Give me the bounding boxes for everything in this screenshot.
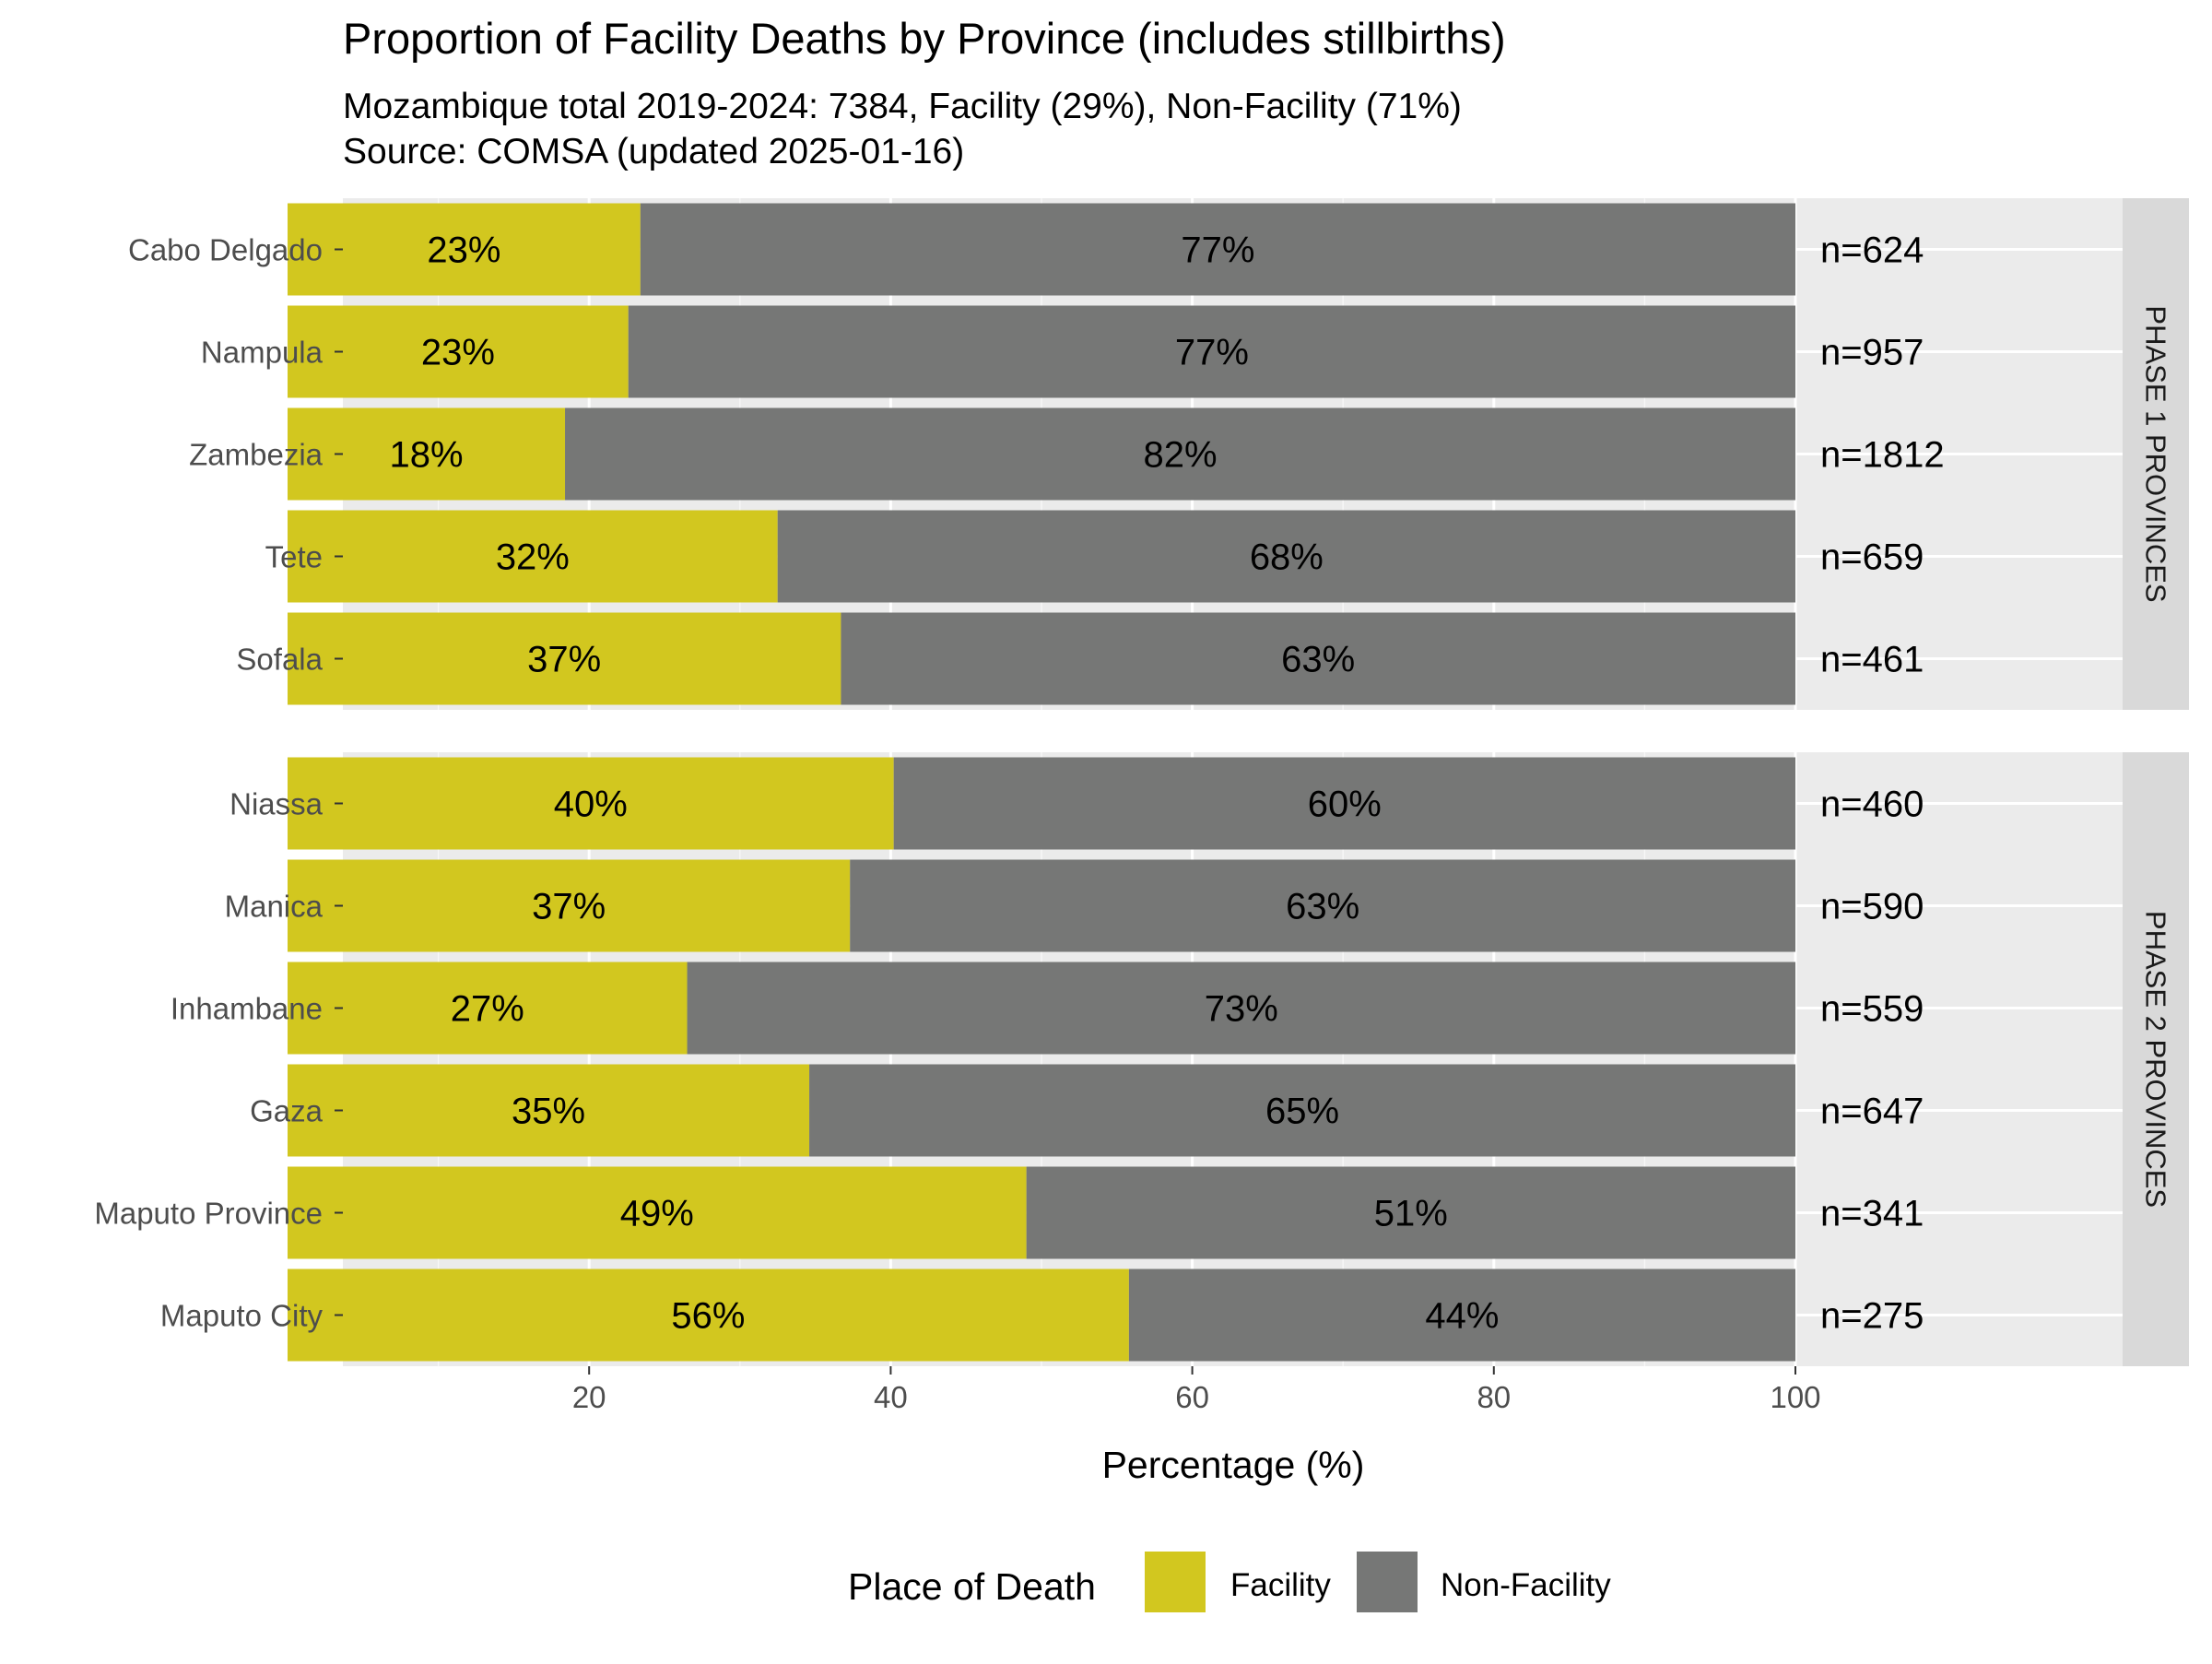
legend-swatch-non-facility: [1357, 1552, 1418, 1612]
data-label-facility: 56%: [671, 1296, 745, 1337]
bar-facility: [288, 1166, 1027, 1259]
sample-size-label: n=461: [1820, 640, 1924, 680]
facet-panel: 23% 77% n=624 Cabo Delgado 23% 77% n=957 Nampul…: [128, 198, 2189, 710]
data-label-facility: 37%: [527, 640, 601, 680]
data-label-non-facility: 60%: [1308, 785, 1382, 825]
sample-size-label: n=624: [1820, 230, 1924, 271]
bar-non-facility: [1026, 1166, 1795, 1259]
legend-label-non-facility: Non-Facility: [1441, 1567, 1611, 1603]
data-label-non-facility: 77%: [1175, 333, 1249, 373]
sample-size-label: n=460: [1820, 785, 1924, 825]
y-tick-label: Inhambane: [171, 992, 323, 1026]
y-tick-label: Maputo Province: [94, 1197, 323, 1231]
bar-non-facility: [628, 305, 1795, 398]
facet-strip: [2123, 198, 2189, 710]
y-tick-label: Manica: [225, 890, 324, 924]
bar-facility: [288, 1064, 810, 1157]
data-label-facility: 32%: [496, 537, 570, 578]
x-tick-label: 100: [1770, 1380, 1820, 1414]
y-tick-label: Tete: [265, 540, 323, 574]
bar-non-facility: [1128, 1269, 1795, 1362]
facet-panel: 40% 60% n=460 Niassa 37% 63% n=590 Manica 27% 73%…: [94, 752, 2189, 1366]
x-tick-label: 60: [1175, 1380, 1209, 1414]
legend-title: Place of Death: [848, 1565, 1096, 1608]
data-label-facility: 23%: [421, 333, 495, 373]
sample-size-label: n=659: [1820, 537, 1924, 578]
sample-size-label: n=559: [1820, 989, 1924, 1030]
bar-non-facility: [565, 407, 1796, 501]
data-label-non-facility: 63%: [1281, 640, 1355, 680]
panel-background: [343, 752, 2123, 1366]
data-label-non-facility: 77%: [1181, 230, 1254, 271]
bar-facility: [288, 962, 688, 1055]
bar-non-facility: [850, 859, 1795, 952]
data-label-non-facility: 63%: [1286, 887, 1359, 927]
x-axis-title: Percentage (%): [1102, 1444, 1365, 1486]
data-label-non-facility: 73%: [1205, 989, 1278, 1030]
data-label-facility: 18%: [389, 435, 463, 476]
y-tick-label: Zambezia: [189, 438, 324, 472]
bar-non-facility: [809, 1064, 1795, 1157]
data-label-facility: 37%: [532, 887, 606, 927]
x-tick-label: 20: [572, 1380, 606, 1414]
bar-facility: [288, 1269, 1129, 1362]
chart-source: Source: COMSA (updated 2025-01-16): [343, 132, 964, 171]
bar-facility: [288, 612, 841, 705]
bar-facility: [288, 510, 778, 603]
data-label-facility: 49%: [620, 1194, 694, 1234]
facet-strip: [2123, 752, 2189, 1366]
y-tick-label: Sofala: [236, 643, 323, 677]
chart-subtitle: Mozambique total 2019-2024: 7384, Facili…: [343, 87, 1462, 126]
bar-facility: [288, 407, 566, 501]
data-label-facility: 23%: [427, 230, 500, 271]
y-tick-label: Cabo Delgado: [128, 233, 323, 267]
facet-strip-label: PHASE 1 PROVINCES: [2140, 305, 2172, 602]
data-label-facility: 27%: [451, 989, 524, 1030]
sample-size-label: n=341: [1820, 1194, 1924, 1234]
data-label-non-facility: 44%: [1425, 1296, 1499, 1337]
y-tick-label: Niassa: [229, 787, 324, 821]
sample-size-label: n=647: [1820, 1092, 1924, 1132]
y-tick-label: Nampula: [201, 336, 324, 370]
facet-strip-label: PHASE 2 PROVINCES: [2140, 911, 2172, 1208]
data-label-non-facility: 68%: [1250, 537, 1324, 578]
bar-facility: [288, 305, 629, 398]
bar-non-facility: [777, 510, 1796, 603]
data-label-non-facility: 65%: [1265, 1092, 1339, 1132]
x-axis: 20 40 60 80 100: [572, 1366, 1821, 1414]
data-label-facility: 35%: [512, 1092, 585, 1132]
bar-non-facility: [841, 612, 1795, 705]
bar-facility: [288, 203, 641, 296]
sample-size-label: n=275: [1820, 1296, 1924, 1337]
sample-size-label: n=957: [1820, 333, 1924, 373]
panels-layer: 23% 77% n=624 Cabo Delgado 23% 77% n=957 Nampul…: [94, 198, 2189, 1366]
sample-size-label: n=590: [1820, 887, 1924, 927]
x-tick-label: 80: [1477, 1380, 1511, 1414]
legend-label-facility: Facility: [1230, 1567, 1331, 1603]
y-tick-label: Maputo City: [160, 1299, 324, 1333]
bar-non-facility: [893, 757, 1795, 850]
bar-non-facility: [640, 203, 1795, 296]
data-label-facility: 40%: [554, 785, 628, 825]
bar-facility: [288, 859, 851, 952]
sample-size-label: n=1812: [1820, 435, 1945, 476]
chart-title: Proportion of Facility Deaths by Provinc…: [343, 14, 1506, 63]
bar-facility: [288, 757, 894, 850]
legend-swatch-facility: [1145, 1552, 1206, 1612]
data-label-non-facility: 82%: [1143, 435, 1217, 476]
data-label-non-facility: 51%: [1374, 1194, 1448, 1234]
x-tick-label: 40: [874, 1380, 908, 1414]
y-tick-label: Gaza: [250, 1094, 324, 1128]
bar-non-facility: [687, 962, 1795, 1055]
legend: Place of Death Facility Non-Facility: [848, 1552, 1611, 1612]
